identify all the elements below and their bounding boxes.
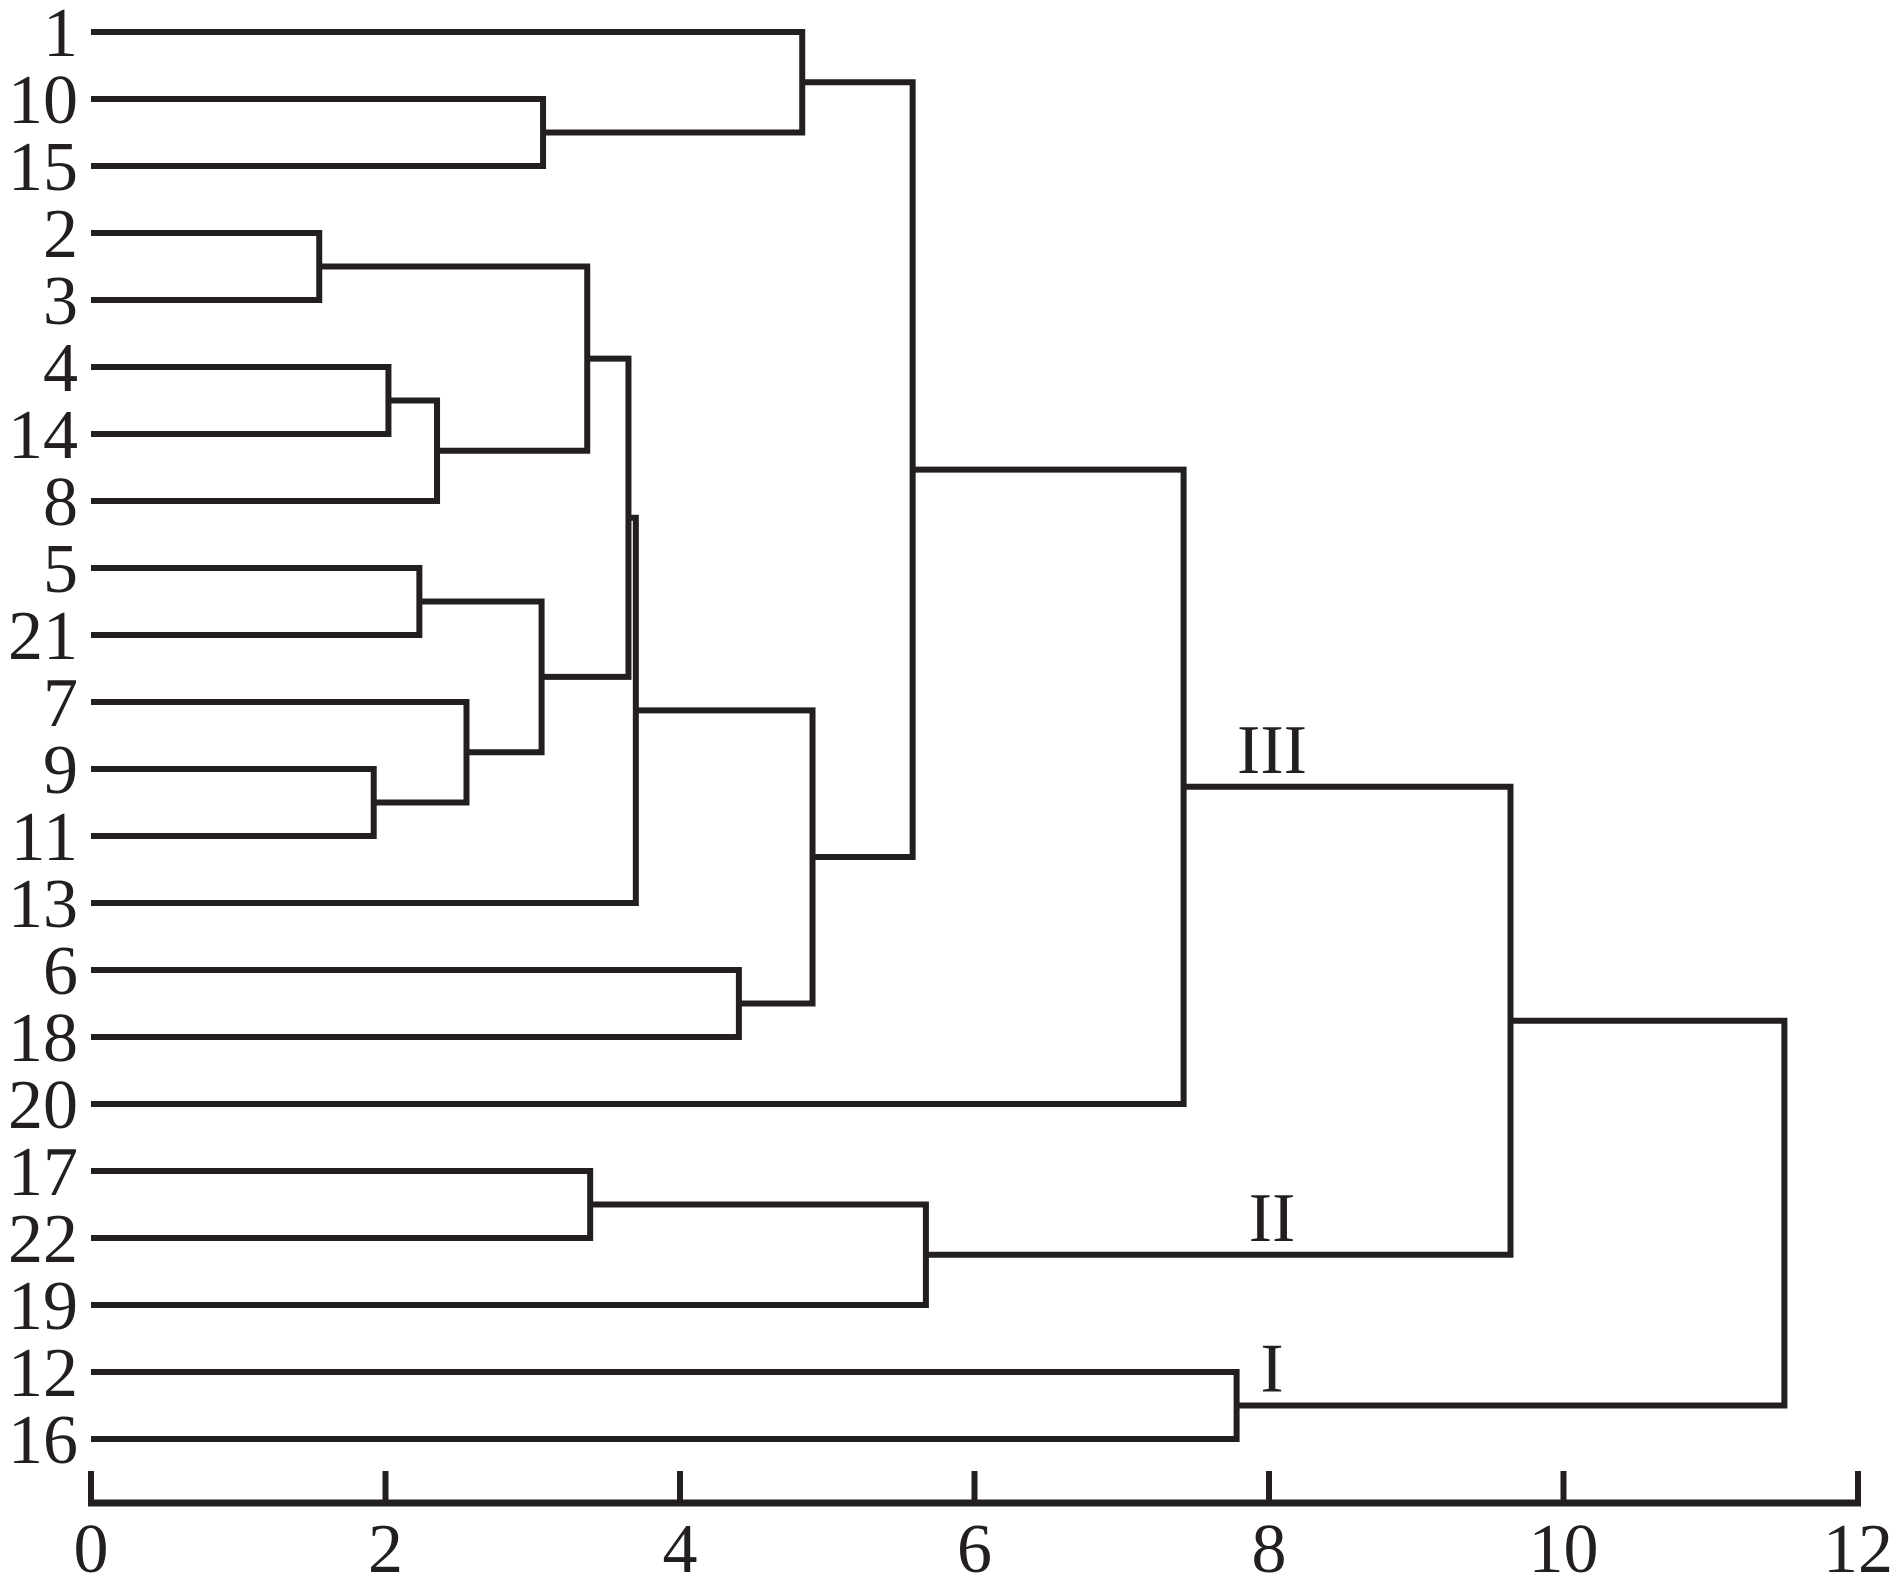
merge-bracket-m18: [91, 1201, 929, 1308]
leaf-label-22: 22: [8, 1201, 78, 1278]
merge-bracket-m1: [91, 96, 547, 169]
leaf-label-10: 10: [8, 62, 78, 139]
merge-bracket-m12: [91, 514, 639, 906]
merge-bracket-m17: [91, 1168, 594, 1241]
merge-bracket-m2: [91, 29, 806, 136]
leaf-label-5: 5: [43, 531, 78, 608]
leaf-label-11: 11: [11, 799, 78, 876]
merge-bracket-m7: [91, 565, 423, 638]
leaf-label-15: 15: [8, 129, 78, 206]
leaf-label-20: 20: [8, 1067, 78, 1144]
merge-bracket-m14: [635, 707, 816, 1007]
cluster-label-II: II: [1249, 1180, 1296, 1257]
leaf-label-14: 14: [8, 397, 78, 474]
leaf-label-7: 7: [43, 665, 78, 742]
leaf-label-9: 9: [43, 732, 78, 809]
leaf-label-3: 3: [43, 263, 78, 340]
leaf-label-1: 1: [43, 0, 78, 72]
x-axis-tick-label-12: 12: [1823, 1511, 1893, 1582]
merge-bracket-m4: [91, 364, 392, 437]
leaf-label-18: 18: [8, 1000, 78, 1077]
merge-bracket-m13: [91, 967, 742, 1040]
merge-bracket-m9: [91, 699, 470, 806]
leaf-label-2: 2: [43, 196, 78, 273]
merge-bracket-m15: [802, 79, 916, 860]
merge-bracket-m19: [925, 783, 1514, 1258]
leaf-label-17: 17: [8, 1134, 78, 1211]
leaf-label-19: 19: [8, 1268, 78, 1345]
merge-bracket-m20: [91, 1369, 1240, 1442]
x-axis-tick-label-6: 6: [957, 1511, 992, 1582]
merge-bracket-m3: [91, 230, 323, 303]
leaf-label-21: 21: [8, 598, 78, 675]
leaf-label-6: 6: [43, 933, 78, 1010]
leaf-label-8: 8: [43, 464, 78, 541]
x-axis-tick-label-2: 2: [368, 1511, 403, 1582]
x-axis-tick-label-10: 10: [1529, 1511, 1599, 1582]
leaf-label-13: 13: [8, 866, 78, 943]
x-axis-tick-label-8: 8: [1252, 1511, 1287, 1582]
cluster-label-I: I: [1260, 1331, 1283, 1408]
leaf-label-12: 12: [8, 1335, 78, 1412]
merge-bracket-m21: [1236, 1017, 1788, 1409]
cluster-label-III: III: [1237, 712, 1307, 789]
leaf-label-16: 16: [8, 1402, 78, 1479]
merge-bracket-m6: [319, 263, 591, 454]
merge-bracket-m16: [91, 466, 1187, 1107]
x-axis-tick-label-4: 4: [663, 1511, 698, 1582]
merge-bracket-m8: [91, 766, 377, 839]
merge-bracket-m5: [91, 397, 441, 504]
leaf-label-4: 4: [43, 330, 78, 407]
x-axis-tick-label-0: 0: [74, 1511, 109, 1582]
merge-bracket-m10: [419, 598, 545, 756]
